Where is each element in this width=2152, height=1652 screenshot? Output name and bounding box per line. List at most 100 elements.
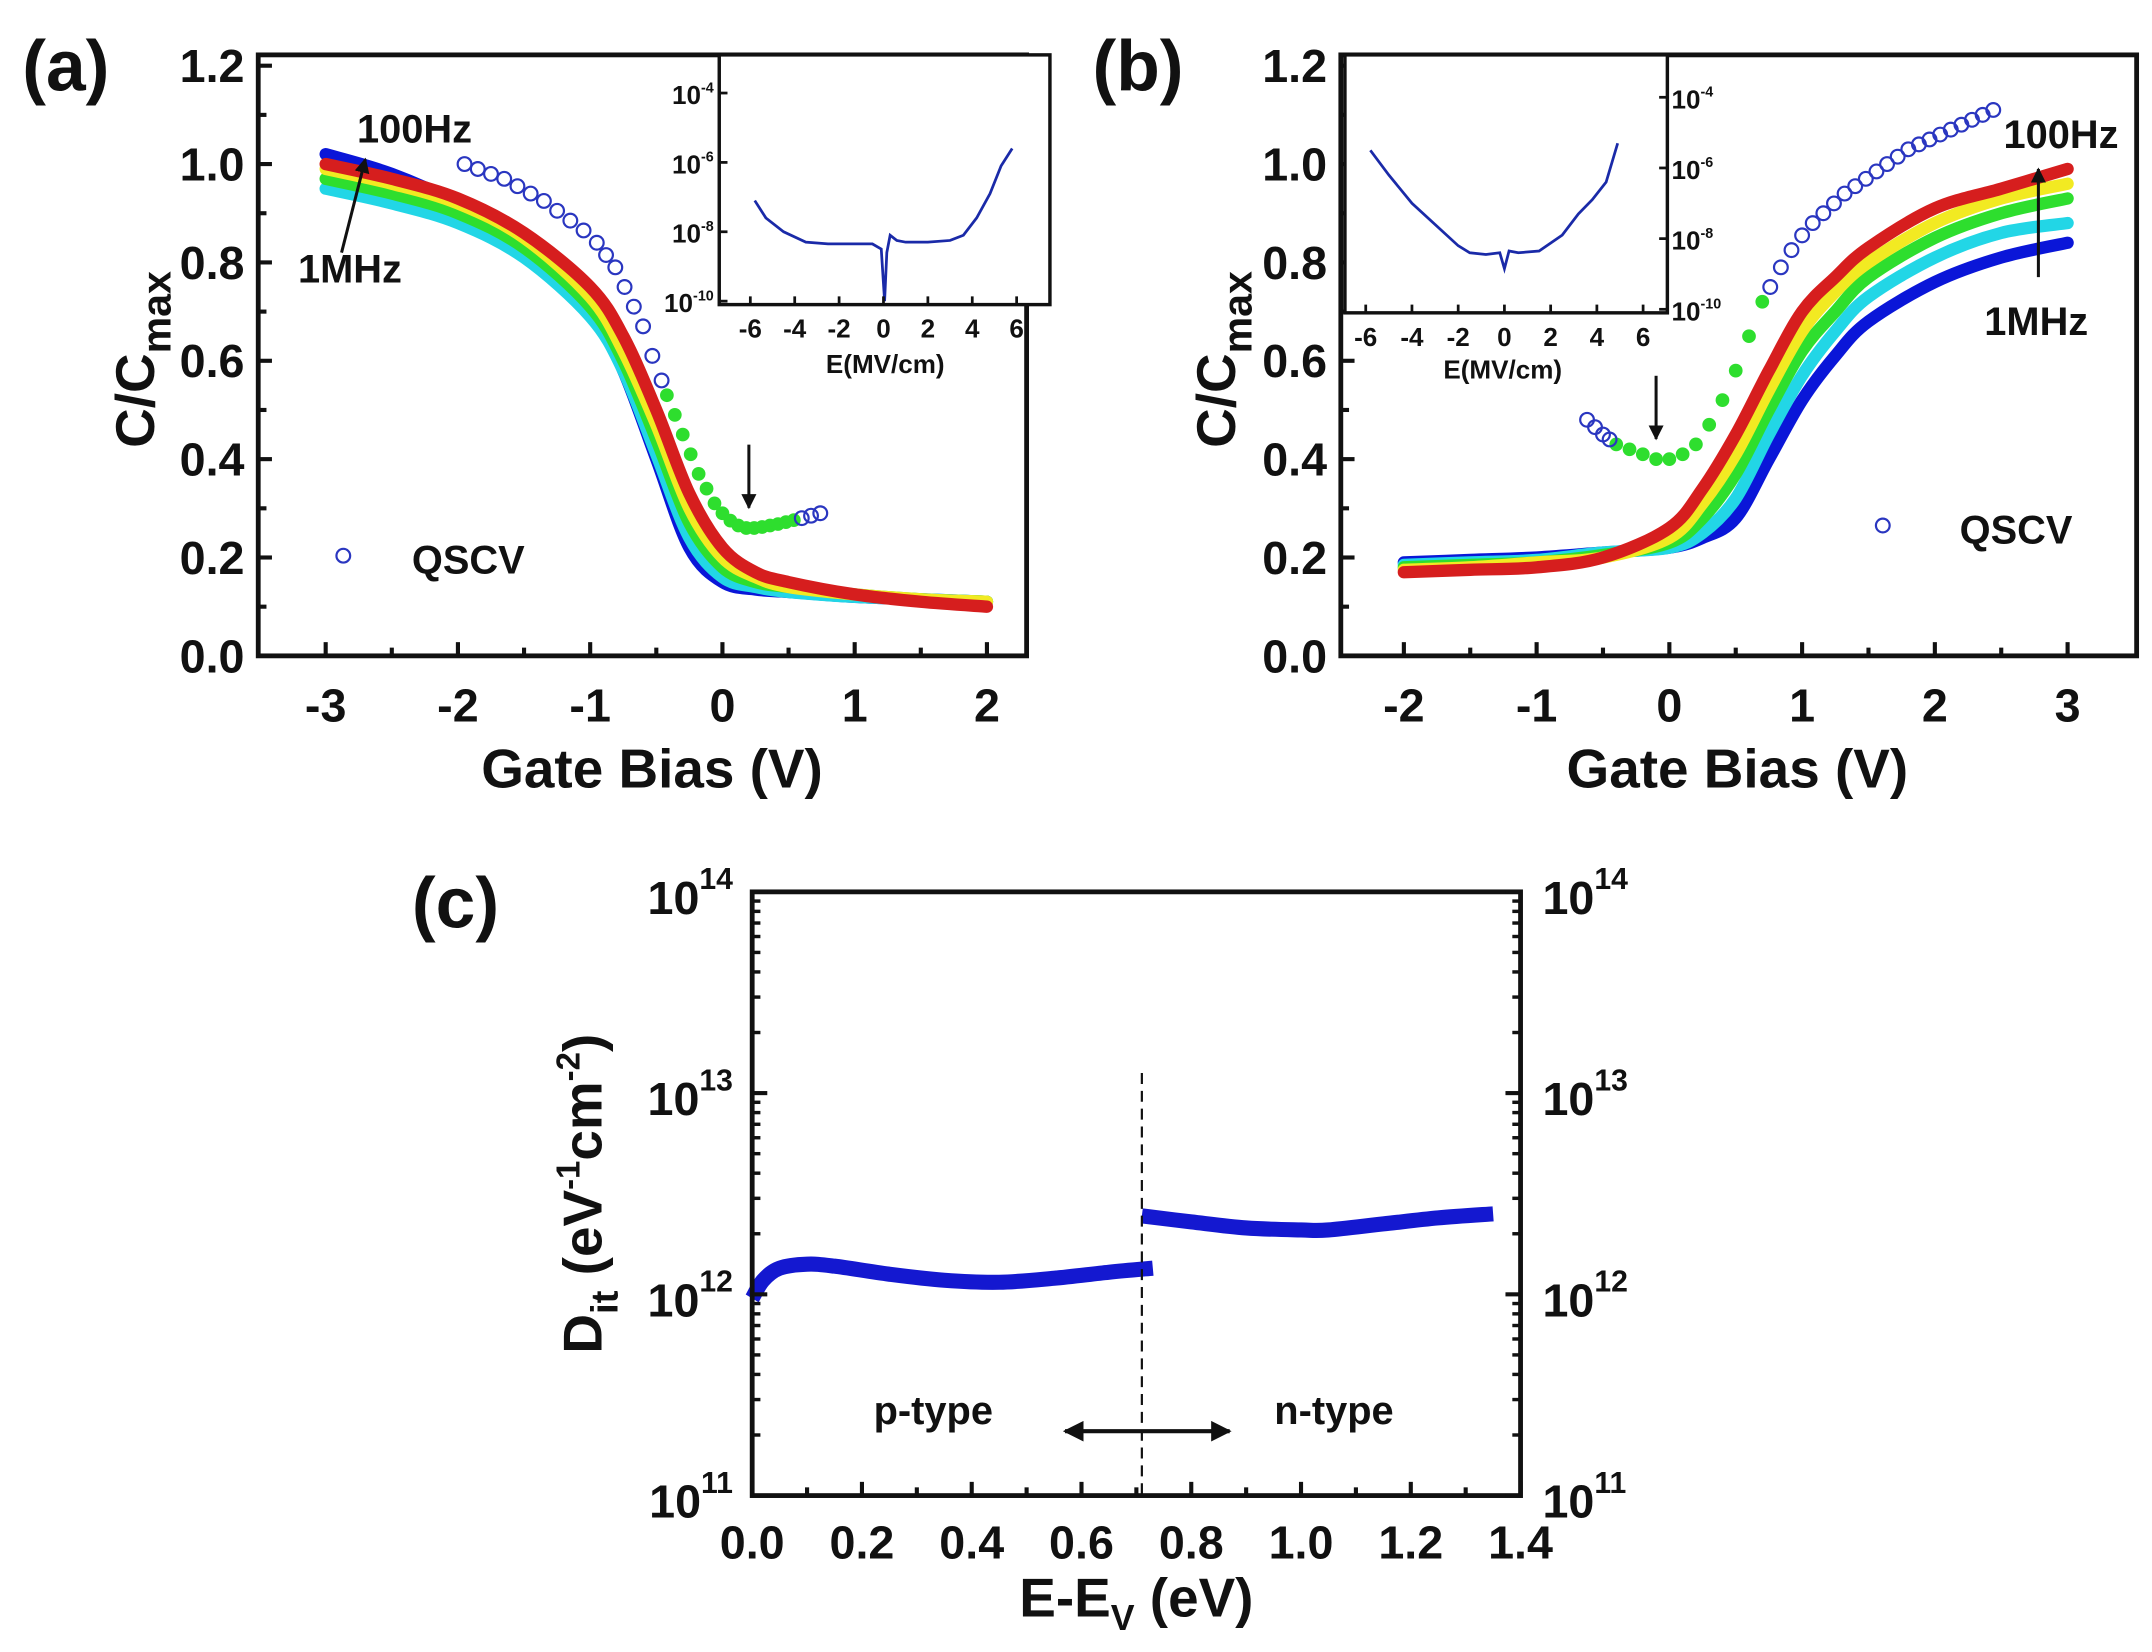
- ylabel-sup2: -2: [549, 1052, 586, 1081]
- inset-x-tick-label: -4: [1400, 322, 1424, 352]
- y-tick-label: 0.6: [1262, 335, 1327, 387]
- y-tick-label-left: 1011: [649, 1467, 733, 1528]
- qscv-open-point: [653, 372, 670, 389]
- inset-x-tick-label: 4: [1590, 322, 1605, 352]
- qscv-open-point: [616, 279, 633, 295]
- qscv-filled-point: [1715, 393, 1730, 407]
- axes-frame: [749, 889, 1523, 1498]
- panel-b-label: (b): [1092, 27, 1183, 107]
- ylabel-main: C/C: [1185, 353, 1247, 448]
- panel-a-100hz-label: 100Hz: [357, 108, 472, 152]
- tick-base: 10: [1543, 1274, 1595, 1326]
- panel-a-ylabel: C/Cmax: [104, 271, 179, 448]
- x-tick-label: 1.2: [1378, 1517, 1443, 1569]
- qscv-open-point: [1794, 227, 1811, 244]
- inset-y-tick-label: 10-10: [1671, 296, 1721, 326]
- x-tick-label: -1: [1516, 680, 1557, 732]
- qscv-filled-point: [683, 447, 698, 462]
- panel-a-xlabel: Gate Bias (V): [481, 738, 823, 800]
- ylabel-main: D: [551, 1314, 613, 1354]
- qscv-filled-point: [1609, 437, 1624, 452]
- y-tick-label: 0.4: [180, 434, 245, 486]
- tick-exponent: -10: [1700, 297, 1721, 313]
- qscv-open-point: [483, 165, 499, 182]
- inset-y-tick-label: 10-10: [664, 288, 714, 318]
- x-tick-label: 2: [1922, 680, 1948, 732]
- tick-base: 10: [672, 80, 701, 110]
- y-tick-label: 0.4: [1262, 434, 1327, 486]
- tick-exponent: 13: [1594, 1064, 1628, 1097]
- qscv-open-point: [1804, 215, 1821, 232]
- ylabel-sub: max: [1215, 271, 1261, 353]
- qscv-open-point: [1826, 195, 1842, 212]
- axes-frame: [255, 52, 1030, 659]
- qscv-open-point: [1762, 279, 1779, 295]
- qscv-filled-point: [1728, 363, 1743, 378]
- tick-base: 10: [1671, 155, 1700, 185]
- inset-y-tick-label: 10-8: [672, 219, 714, 249]
- qscv-open-point: [635, 318, 652, 335]
- qscv-open-point: [1847, 178, 1864, 195]
- x-tick-label: 0.2: [830, 1517, 895, 1569]
- inset-x-tick-label: -6: [1354, 322, 1377, 352]
- qscv-filled-point: [691, 467, 706, 481]
- qscv-open-point: [562, 212, 579, 229]
- qscv-filled-point: [1755, 294, 1770, 309]
- x-tick-label: 0.4: [939, 1517, 1004, 1569]
- inset-y-tick-label: 10-8: [1671, 226, 1713, 256]
- inset-frame: [717, 53, 1052, 307]
- qscv-open-point: [575, 222, 592, 239]
- qscv-filled-point: [1742, 329, 1756, 344]
- panel-a-label: (a): [22, 27, 109, 107]
- tick-base: 10: [1671, 296, 1700, 326]
- qscv-filled-point: [1702, 417, 1717, 432]
- tick-base: 10: [1543, 1476, 1595, 1528]
- tick-exponent: 13: [699, 1064, 733, 1097]
- inset-x-tick-label: 0: [876, 314, 891, 344]
- panel-b-plot: -2 -1 0 1 2 30.00.20.40.60.81.01.2-6 -4 -2 0 2 4 6: [1262, 40, 2140, 732]
- qscv-open-point: [509, 178, 526, 195]
- tick-exponent: 14: [1594, 863, 1628, 896]
- tick-base: 10: [672, 149, 701, 179]
- tick-exponent: -8: [701, 219, 714, 235]
- legend-qscv-marker: [335, 547, 352, 564]
- tick-exponent: -4: [1700, 85, 1713, 101]
- ylabel-unit1: (eV: [551, 1190, 613, 1291]
- xlabel-tail: (eV): [1135, 1566, 1254, 1628]
- tick-base: 10: [648, 1274, 700, 1326]
- panel-c-ylabel: Dit (eV-1cm-2): [549, 1034, 626, 1354]
- dit-series-n-type: [1140, 1206, 1494, 1239]
- x-tick-label: -2: [1383, 680, 1424, 732]
- x-tick-label: -3: [305, 680, 346, 732]
- qscv-open-point: [1601, 431, 1618, 448]
- n-type-label: n-type: [1274, 1389, 1393, 1433]
- x-tick-label: 0.0: [720, 1517, 785, 1569]
- inset-x-tick-label: 6: [1636, 322, 1651, 352]
- qscv-open-point: [1985, 102, 2002, 118]
- inset-x-tick-label: 4: [965, 314, 980, 344]
- xlabel-main: E-E: [1019, 1566, 1110, 1628]
- y-tick-label: 1.0: [1262, 139, 1327, 191]
- tick-exponent: -6: [701, 150, 714, 166]
- qscv-filled-point: [667, 408, 682, 422]
- x-tick-label: 0.6: [1049, 1517, 1114, 1569]
- qscv-open-point: [469, 161, 486, 177]
- qscv-open-point: [588, 234, 605, 251]
- qscv-filled-point: [1662, 452, 1677, 467]
- tick-base: 10: [664, 288, 693, 318]
- y-tick-label: 0.8: [180, 237, 245, 289]
- qscv-open-point: [1587, 419, 1603, 436]
- inset-x-tick-label: -2: [1447, 322, 1470, 352]
- tick-exponent: -4: [701, 80, 714, 96]
- panel-b-ylabel: C/Cmax: [1185, 271, 1260, 448]
- y-tick-label: 0.0: [1262, 630, 1327, 682]
- panel-a-legend-qscv: QSCV: [412, 539, 525, 583]
- qscv-open-point: [1579, 411, 1596, 428]
- inset-y-tick-label: 10-6: [672, 149, 714, 179]
- panel-a-plot: -3 -2 -1 0 1 20.00.20.40.60.81.01.2-6 -4 -2 0 2 4 6: [180, 40, 1052, 732]
- qscv-open-point: [644, 347, 661, 364]
- inset-x-tick-label: 0: [1497, 322, 1512, 352]
- tick-base: 10: [1671, 226, 1700, 256]
- qscv-filled-point: [1675, 447, 1690, 462]
- qscv-open-point: [1772, 259, 1789, 276]
